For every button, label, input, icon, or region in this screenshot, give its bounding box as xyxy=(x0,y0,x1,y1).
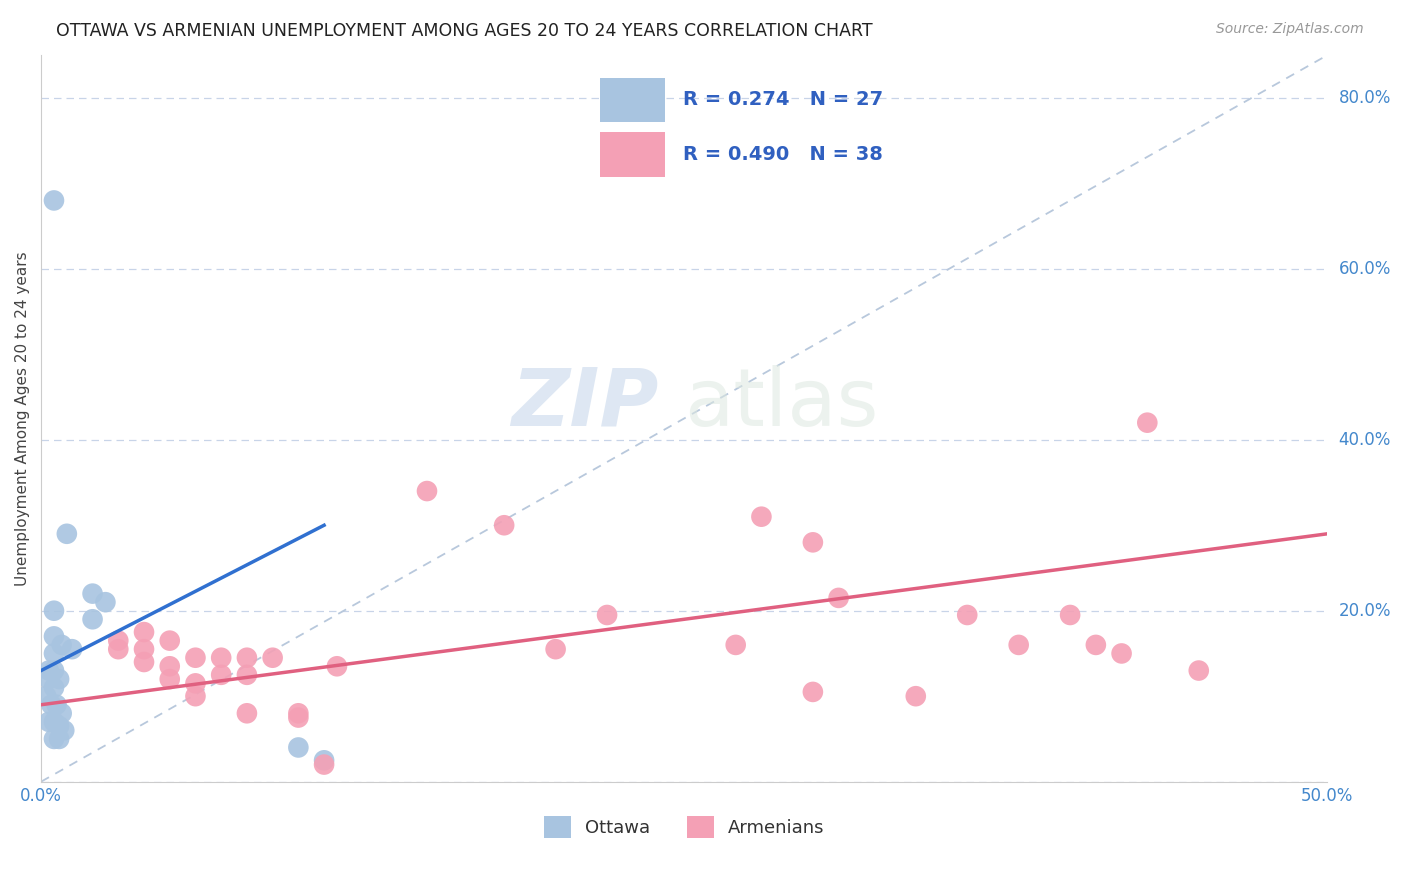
Point xyxy=(596,607,619,622)
Point xyxy=(314,753,336,767)
Point xyxy=(107,633,129,648)
Point xyxy=(42,629,65,643)
Point xyxy=(1188,664,1211,678)
Point xyxy=(184,650,207,665)
Text: 60.0%: 60.0% xyxy=(1339,260,1391,277)
Point xyxy=(236,668,259,682)
Point xyxy=(38,714,60,729)
Point xyxy=(48,719,70,733)
Point xyxy=(41,698,63,712)
Point xyxy=(287,740,309,755)
Point xyxy=(159,659,181,673)
Point xyxy=(314,757,336,772)
Point xyxy=(827,591,849,605)
Legend: Ottawa, Armenians: Ottawa, Armenians xyxy=(537,809,832,846)
Point xyxy=(35,689,58,703)
Text: OTTAWA VS ARMENIAN UNEMPLOYMENT AMONG AGES 20 TO 24 YEARS CORRELATION CHART: OTTAWA VS ARMENIAN UNEMPLOYMENT AMONG AG… xyxy=(56,22,873,40)
Point xyxy=(544,642,567,657)
Point xyxy=(751,509,773,524)
Point xyxy=(209,668,232,682)
Y-axis label: Unemployment Among Ages 20 to 24 years: Unemployment Among Ages 20 to 24 years xyxy=(15,251,30,586)
Point xyxy=(184,676,207,690)
Point xyxy=(287,710,309,724)
Point xyxy=(38,664,60,678)
Point xyxy=(159,672,181,686)
Point xyxy=(42,731,65,746)
Point xyxy=(45,698,67,712)
Text: atlas: atlas xyxy=(685,365,879,442)
Text: Source: ZipAtlas.com: Source: ZipAtlas.com xyxy=(1216,22,1364,37)
Point xyxy=(416,484,439,499)
Point xyxy=(60,642,83,657)
Point xyxy=(1084,638,1107,652)
Point xyxy=(51,706,73,721)
Point xyxy=(801,685,824,699)
Point xyxy=(262,650,284,665)
Point xyxy=(184,689,207,703)
Point xyxy=(42,194,65,208)
Point xyxy=(801,535,824,549)
Point xyxy=(494,518,516,533)
Text: 80.0%: 80.0% xyxy=(1339,89,1391,107)
Text: ZIP: ZIP xyxy=(512,365,658,442)
Point xyxy=(42,681,65,695)
Point xyxy=(42,647,65,661)
Point xyxy=(82,586,104,600)
Point xyxy=(94,595,117,609)
Point xyxy=(1008,638,1031,652)
Point xyxy=(42,604,65,618)
Point xyxy=(326,659,349,673)
Point xyxy=(956,607,979,622)
Point xyxy=(48,731,70,746)
Point xyxy=(159,633,181,648)
Point xyxy=(209,650,232,665)
Point xyxy=(724,638,747,652)
Point xyxy=(236,706,259,721)
Point xyxy=(287,706,309,721)
Text: 20.0%: 20.0% xyxy=(1339,602,1391,620)
Point xyxy=(42,714,65,729)
Point xyxy=(132,625,155,640)
Point xyxy=(132,655,155,669)
Point xyxy=(38,672,60,686)
Point xyxy=(1111,647,1133,661)
Point xyxy=(1136,416,1159,430)
Point xyxy=(56,526,79,541)
Text: 40.0%: 40.0% xyxy=(1339,431,1391,449)
Point xyxy=(53,723,76,738)
Point xyxy=(42,664,65,678)
Point xyxy=(82,612,104,626)
Point xyxy=(107,642,129,657)
Point xyxy=(1059,607,1081,622)
Point xyxy=(236,650,259,665)
Point xyxy=(51,638,73,652)
Point xyxy=(904,689,927,703)
Point xyxy=(48,672,70,686)
Point xyxy=(132,642,155,657)
